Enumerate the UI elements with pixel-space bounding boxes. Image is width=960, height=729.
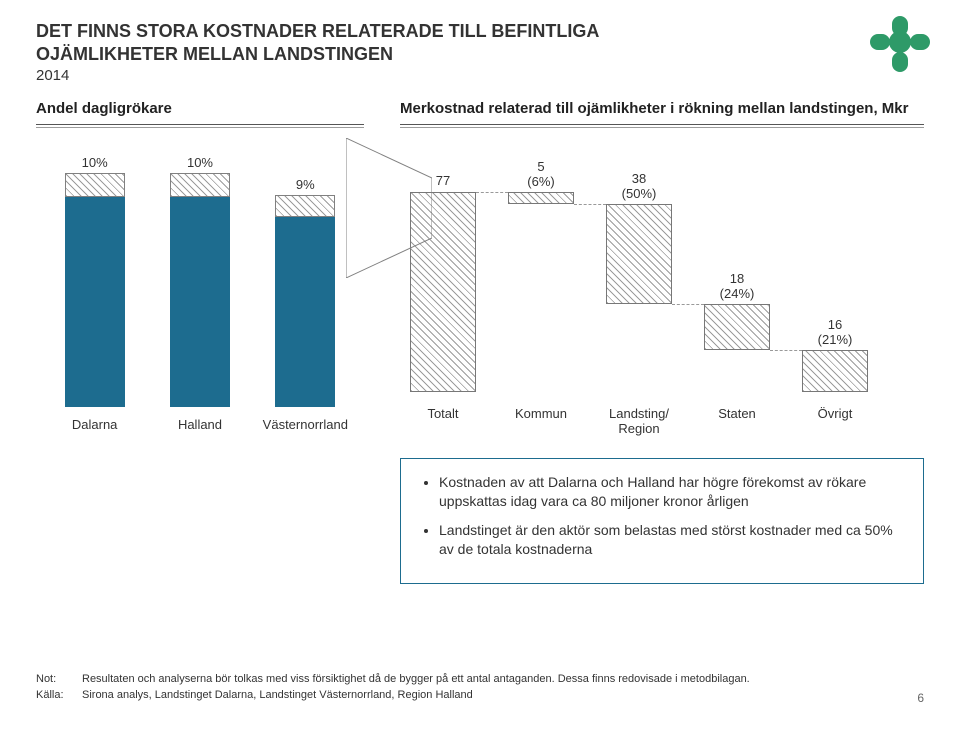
waterfall-value-label: 38(50%) xyxy=(604,172,674,202)
info-bullet: Kostnaden av att Dalarna och Halland har… xyxy=(439,473,905,511)
waterfall-category-label: Kommun xyxy=(501,406,581,421)
title-block: DET FINNS STORA KOSTNADER RELATERADE TIL… xyxy=(36,20,924,84)
bar-category-label: Dalarna xyxy=(72,417,118,432)
waterfall-category-label: Totalt xyxy=(403,406,483,421)
left-bar: 10%Halland xyxy=(160,173,240,432)
bar-value-label: 9% xyxy=(296,177,315,192)
left-bar: 10%Dalarna xyxy=(55,173,135,432)
info-box: Kostnaden av att Dalarna och Halland har… xyxy=(400,458,924,584)
right-panel: Merkostnad relaterad till ojämlikheter i… xyxy=(376,100,924,432)
title-line-2: OJÄMLIKHETER MELLAN LANDSTINGEN xyxy=(36,43,924,66)
logo-icon xyxy=(870,16,930,77)
bar-value-label: 10% xyxy=(187,155,213,170)
bar-value-label: 10% xyxy=(82,155,108,170)
waterfall-value-label: 18(24%) xyxy=(702,272,772,302)
page-number: 6 xyxy=(917,691,924,705)
info-bullet-list: Kostnaden av att Dalarna och Halland har… xyxy=(423,473,905,559)
footnote-text: Resultaten och analyserna bör tolkas med… xyxy=(82,673,750,685)
dashed-connector xyxy=(476,192,508,193)
left-panel: Andel dagligrökare 10%Dalarna10%Halland9… xyxy=(36,100,376,432)
waterfall-bar xyxy=(802,350,868,392)
left-heading: Andel dagligrökare xyxy=(36,100,364,117)
waterfall-category-label: Övrigt xyxy=(795,406,875,421)
waterfall-bar xyxy=(704,304,770,350)
dashed-connector xyxy=(672,304,704,305)
bar-category-label: Halland xyxy=(178,417,222,432)
waterfall-value-label: 5(6%) xyxy=(506,160,576,190)
waterfall-bar xyxy=(606,204,672,304)
right-heading: Merkostnad relaterad till ojämlikheter i… xyxy=(400,100,924,117)
bar-category-label: Västernorrland xyxy=(263,417,348,432)
right-waterfall-chart: 77Totalt5(6%)Kommun38(50%)Landsting/Regi… xyxy=(400,142,924,432)
year: 2014 xyxy=(36,67,924,84)
source-text: Sirona analys, Landstinget Dalarna, Land… xyxy=(82,689,473,701)
footnote-label: Not: xyxy=(36,673,82,685)
left-bar-chart: 10%Dalarna10%Halland9%Västernorrland xyxy=(36,142,364,432)
waterfall-bar xyxy=(410,192,476,392)
info-bullet: Landstinget är den aktör som belastas me… xyxy=(439,521,905,559)
waterfall-bar xyxy=(508,192,574,204)
dashed-connector xyxy=(770,350,802,351)
footer: Not: Resultaten och analyserna bör tolka… xyxy=(36,673,924,705)
title-line-1: DET FINNS STORA KOSTNADER RELATERADE TIL… xyxy=(36,20,924,43)
waterfall-category-label: Landsting/Region xyxy=(599,406,679,436)
left-bar: 9%Västernorrland xyxy=(265,195,345,432)
waterfall-value-label: 77 xyxy=(408,174,478,189)
dashed-connector xyxy=(574,204,606,205)
source-label: Källa: xyxy=(36,689,82,701)
waterfall-category-label: Staten xyxy=(697,406,777,421)
waterfall-value-label: 16(21%) xyxy=(800,318,870,348)
